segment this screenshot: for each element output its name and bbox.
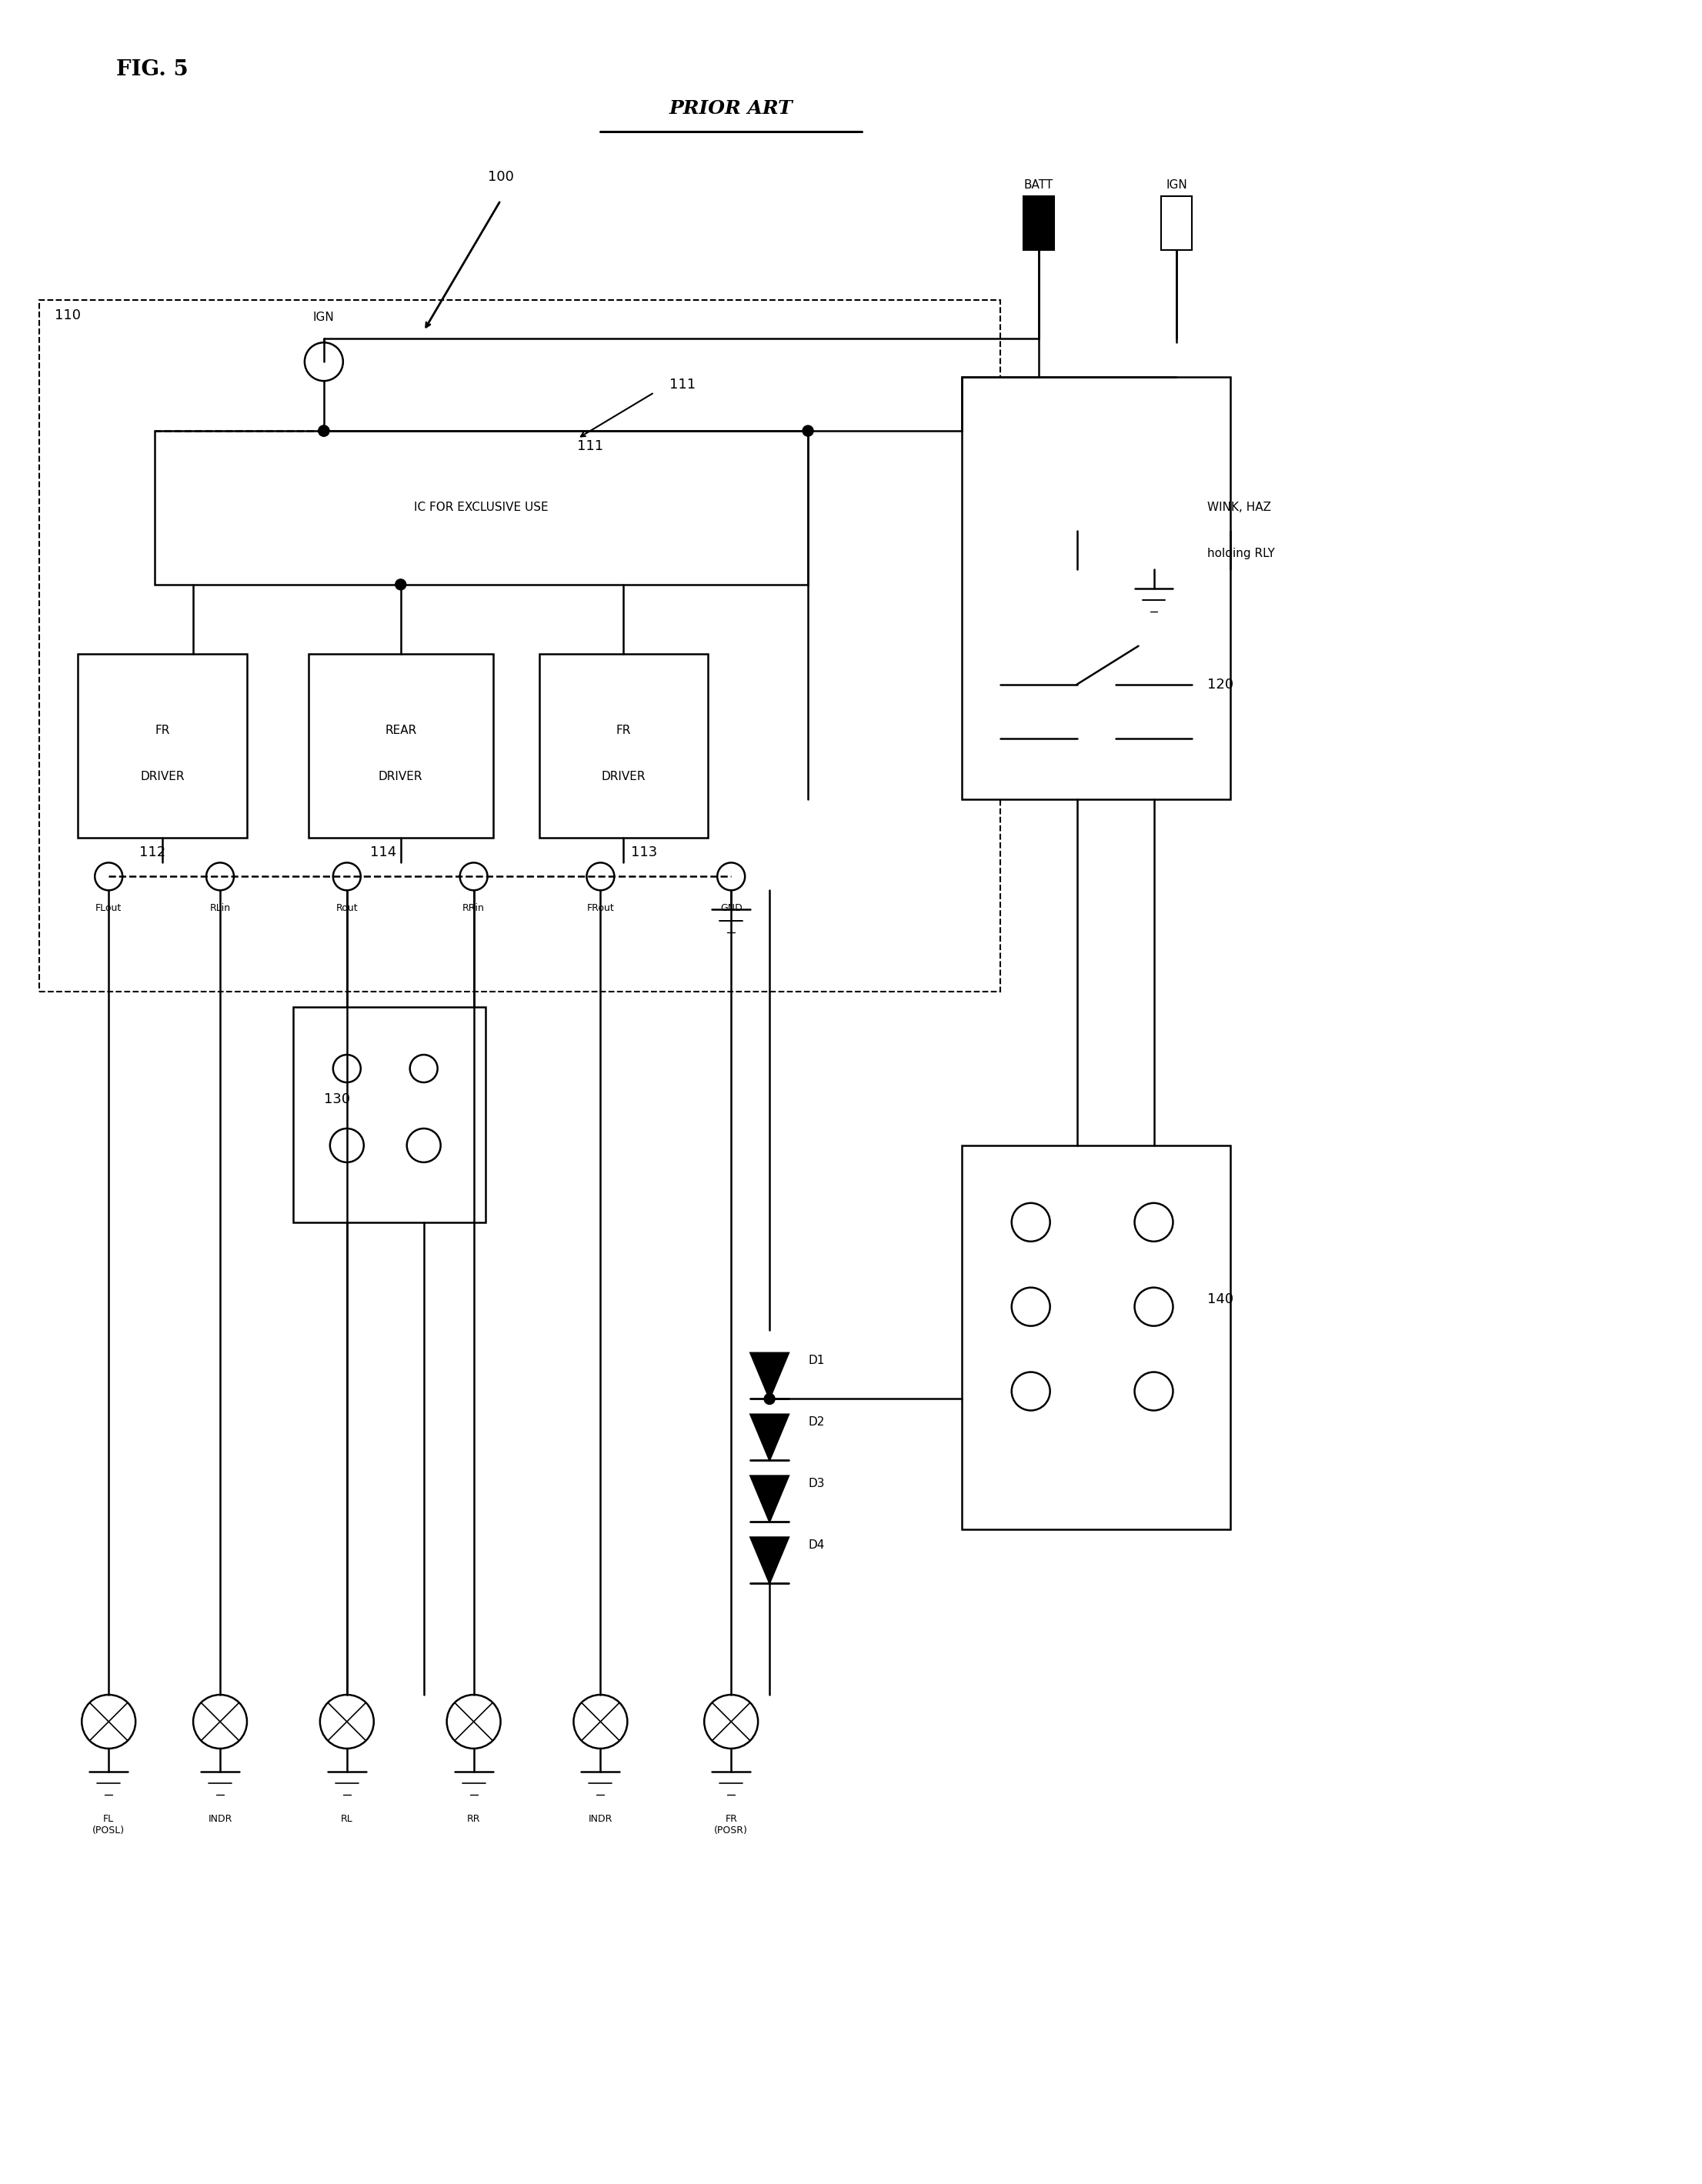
Text: REAR: REAR (385, 725, 417, 736)
Text: 113: 113 (631, 845, 657, 860)
Text: 112: 112 (140, 845, 165, 860)
Text: 130: 130 (323, 1092, 351, 1107)
Polygon shape (751, 1476, 788, 1522)
Text: DRIVER: DRIVER (378, 771, 422, 782)
Bar (962, 378, 1231, 799)
Bar (1161, 197, 1191, 251)
Text: FL
(POSL): FL (POSL) (92, 1815, 124, 1835)
Text: IGN: IGN (1166, 179, 1188, 190)
Bar (155, 430, 808, 585)
Bar (962, 1144, 1231, 1529)
Text: D3: D3 (808, 1479, 824, 1489)
Text: D2: D2 (808, 1415, 824, 1428)
Polygon shape (751, 1538, 788, 1583)
Text: BATT: BATT (1025, 179, 1054, 190)
Text: FR: FR (616, 725, 631, 736)
Text: FRout: FRout (587, 904, 614, 913)
Text: DRIVER: DRIVER (140, 771, 184, 782)
Bar (308, 653, 494, 839)
Text: IC FOR EXCLUSIVE USE: IC FOR EXCLUSIVE USE (414, 502, 548, 513)
Text: D1: D1 (808, 1354, 824, 1367)
Text: D4: D4 (808, 1540, 824, 1551)
Bar (293, 1007, 485, 1223)
Text: DRIVER: DRIVER (601, 771, 645, 782)
Text: 120: 120 (1208, 677, 1234, 692)
Text: 110: 110 (54, 308, 82, 323)
Text: holding RLY: holding RLY (1208, 548, 1275, 559)
Text: FR: FR (155, 725, 170, 736)
Text: WINK, HAZ: WINK, HAZ (1208, 502, 1271, 513)
Text: RLin: RLin (209, 904, 230, 913)
Bar (39, 299, 1001, 992)
Text: FR
(POSR): FR (POSR) (715, 1815, 747, 1835)
Circle shape (764, 1393, 774, 1404)
Text: RL: RL (340, 1815, 352, 1824)
Text: 111: 111 (669, 378, 696, 391)
Text: GND: GND (720, 904, 742, 913)
Text: RRin: RRin (463, 904, 485, 913)
Text: 114: 114 (369, 845, 397, 860)
Text: RR: RR (466, 1815, 480, 1824)
Polygon shape (751, 1352, 788, 1400)
Circle shape (395, 579, 407, 590)
Circle shape (803, 426, 814, 437)
Bar (540, 653, 708, 839)
Bar (78, 653, 247, 839)
Text: Rout: Rout (335, 904, 357, 913)
Circle shape (318, 426, 328, 437)
Text: 140: 140 (1208, 1293, 1234, 1306)
Text: FIG. 5: FIG. 5 (116, 59, 189, 81)
Text: PRIOR ART: PRIOR ART (669, 98, 793, 118)
Text: INDR: INDR (589, 1815, 613, 1824)
Text: 100: 100 (487, 170, 514, 183)
Text: INDR: INDR (208, 1815, 231, 1824)
Text: FLout: FLout (95, 904, 123, 913)
Polygon shape (751, 1415, 788, 1461)
Text: IGN: IGN (313, 312, 335, 323)
Text: 111: 111 (577, 439, 604, 452)
Bar (1023, 197, 1054, 251)
Circle shape (318, 426, 328, 437)
